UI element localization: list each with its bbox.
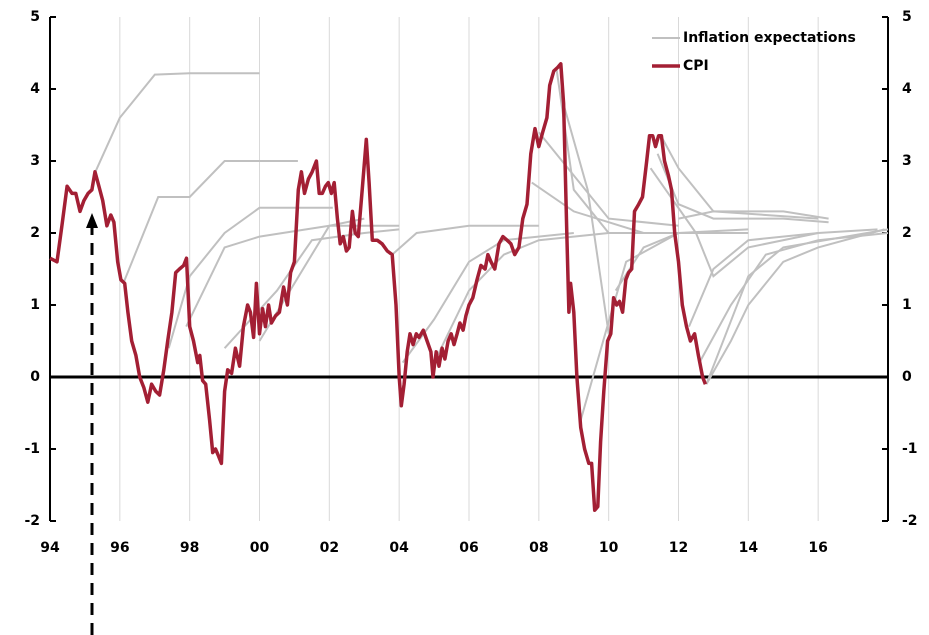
y-tick-label: 2 xyxy=(30,225,40,241)
y2-tick-label: 4 xyxy=(902,81,912,97)
y-tick-label: 5 xyxy=(30,9,40,25)
expectation-line xyxy=(649,167,819,278)
x-tick-label: 08 xyxy=(529,540,548,556)
x-tick-label: 12 xyxy=(669,540,688,556)
expectation-line xyxy=(678,210,819,220)
expectation-line xyxy=(223,228,400,349)
x-tick-label: 16 xyxy=(808,540,827,556)
expectation-line xyxy=(391,224,539,256)
x-tick-label: 96 xyxy=(110,540,129,556)
y-tick-label: -2 xyxy=(24,513,40,529)
y-tick-label: 1 xyxy=(30,297,40,313)
y2-tick-label: 3 xyxy=(902,153,912,169)
y2-tick-label: 1 xyxy=(902,297,912,313)
y2-tick-label: 2 xyxy=(902,225,912,241)
expectation-line xyxy=(579,232,749,421)
expectation-line xyxy=(167,206,333,349)
x-tick-label: 00 xyxy=(250,540,270,556)
y-tick-label: 0 xyxy=(30,369,40,385)
x-tick-label: 14 xyxy=(739,540,759,556)
arrow-head xyxy=(86,213,98,228)
plot: 94 96 98 00 02 04 06 08 10 12 14 16-2-1012345-2-101… xyxy=(24,9,917,556)
expectation-line xyxy=(436,232,609,356)
y2-tick-label: 5 xyxy=(902,9,912,25)
expectation-line xyxy=(94,72,260,173)
x-tick-label: 02 xyxy=(320,540,339,556)
x-tick-label: 04 xyxy=(389,540,409,556)
expectation-line xyxy=(555,67,679,234)
x-tick-label: 98 xyxy=(180,540,199,556)
legend-label: CPI xyxy=(683,58,709,74)
x-tick-label: 06 xyxy=(459,540,478,556)
expectation-line xyxy=(688,228,878,327)
expectation-line xyxy=(538,131,679,227)
y-tick-label: 4 xyxy=(30,81,40,97)
legend-label: Inflation expectations xyxy=(683,30,856,46)
y-tick-label: 3 xyxy=(30,153,40,169)
x-tick-label: 10 xyxy=(599,540,619,556)
series-line xyxy=(49,62,708,512)
expectation-line xyxy=(705,228,885,385)
expectation-line xyxy=(698,232,889,364)
y2-tick-label: -2 xyxy=(902,513,918,529)
y2-tick-label: 0 xyxy=(902,369,912,385)
expectation-line xyxy=(614,228,749,292)
expectation-line xyxy=(122,160,298,284)
expectation-line xyxy=(660,135,829,220)
expectation-line xyxy=(562,103,610,334)
y2-tick-label: -1 xyxy=(902,441,918,457)
y-tick-label: -1 xyxy=(24,441,40,457)
x-tick-label: 94 xyxy=(40,540,60,556)
